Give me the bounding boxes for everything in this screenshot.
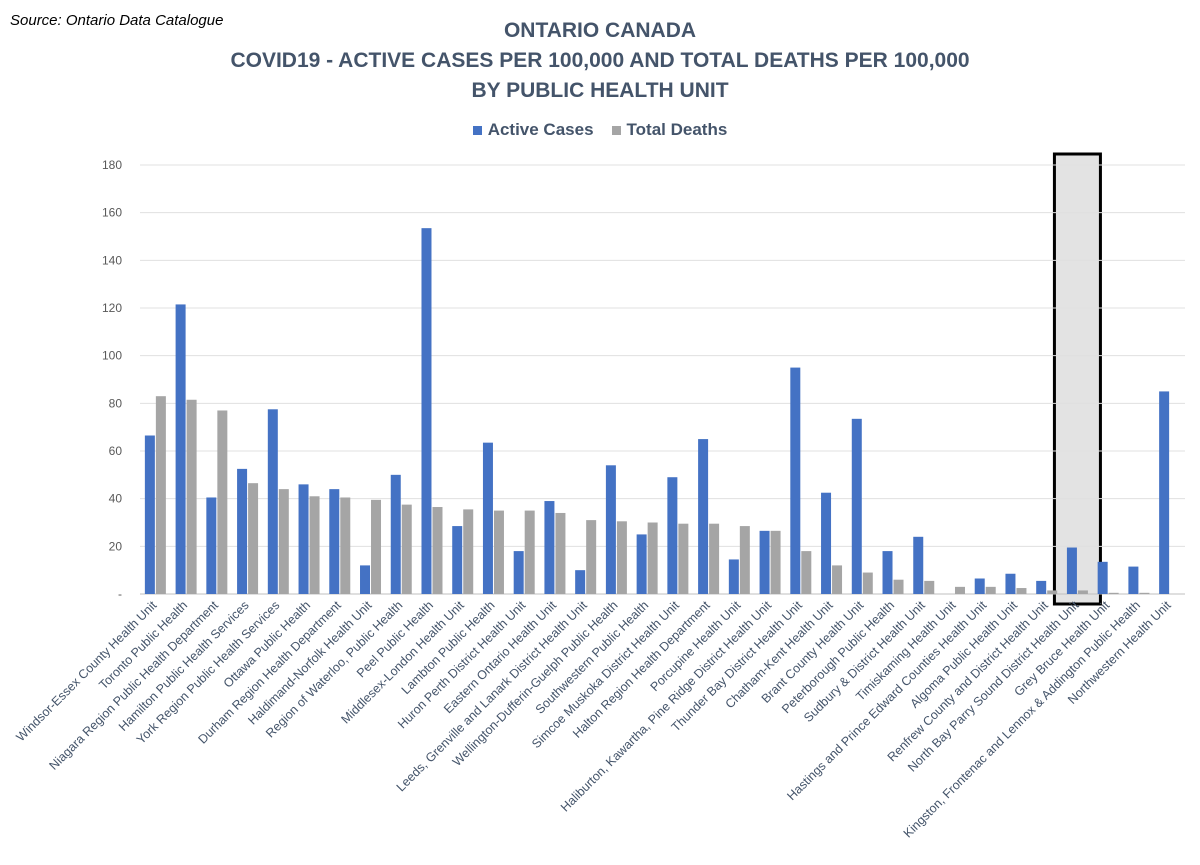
bar-active-cases [421, 228, 432, 595]
legend: Active Cases Total Deaths [0, 120, 1200, 140]
bar-total-deaths [432, 507, 443, 594]
bar-active-cases [237, 468, 248, 594]
bar-total-deaths [155, 396, 166, 594]
y-tick-label: 180 [102, 158, 122, 172]
bar-total-deaths [1047, 590, 1058, 594]
gridlines [140, 164, 1185, 595]
bar-total-deaths [340, 497, 351, 594]
bar-active-cases [790, 367, 801, 594]
legend-label-active: Active Cases [487, 120, 594, 139]
bar-active-cases [1097, 561, 1108, 594]
bar-active-cases [728, 559, 739, 594]
y-tick-label: 100 [102, 349, 122, 363]
bar-active-cases [175, 304, 186, 594]
bar-total-deaths [555, 512, 566, 594]
bar-active-cases [1159, 391, 1170, 594]
bar-total-deaths [217, 410, 228, 594]
legend-swatch-active [472, 125, 482, 135]
bar-total-deaths [248, 483, 259, 594]
bar-total-deaths [954, 586, 965, 594]
x-axis: Windsor-Essex County Health UnitToronto … [14, 598, 1175, 841]
bar-active-cases [1128, 566, 1139, 594]
bar-active-cases [329, 489, 340, 594]
bar-active-cases [482, 442, 493, 594]
bar-active-cases [882, 551, 893, 594]
bar-active-cases [1036, 580, 1047, 594]
bar-active-cases [206, 497, 217, 594]
legend-label-deaths: Total Deaths [626, 120, 728, 139]
y-tick-label: 140 [102, 253, 122, 267]
bar-total-deaths [924, 580, 935, 594]
bar-active-cases [544, 501, 555, 594]
bar-total-deaths [770, 530, 781, 594]
y-tick-label: 160 [102, 206, 122, 220]
bar-total-deaths [309, 496, 320, 594]
bar-total-deaths [1077, 590, 1088, 594]
bar-active-cases [636, 534, 647, 594]
bar-total-deaths [801, 551, 812, 594]
bar-total-deaths [616, 521, 627, 594]
highlight-box [1052, 152, 1102, 606]
bar-active-cases [360, 565, 371, 594]
bar-total-deaths [1139, 592, 1150, 594]
bar-active-cases [298, 484, 309, 594]
bar-active-cases [974, 578, 985, 594]
bar-total-deaths [401, 504, 412, 594]
y-axis: - 20 40 60 80 100 120 140 160 180 [102, 158, 122, 601]
legend-swatch-deaths [611, 125, 621, 135]
bar-total-deaths [709, 523, 720, 594]
legend-item-active: Active Cases [472, 120, 594, 140]
bar-total-deaths [463, 509, 474, 594]
bar-total-deaths [1108, 592, 1119, 594]
y-tick-label: 20 [109, 539, 123, 553]
bar-total-deaths [278, 489, 289, 594]
bar-active-cases [821, 492, 832, 594]
chart-title-line-3: BY PUBLIC HEALTH UNIT [471, 79, 729, 102]
bar-total-deaths [862, 572, 873, 594]
bar-active-cases [267, 409, 278, 594]
bar-active-cases [698, 439, 709, 594]
bar-active-cases [667, 477, 678, 594]
bar-total-deaths [893, 579, 904, 594]
chart-title-line-1: ONTARIO CANADA [503, 19, 697, 42]
y-tick-label: 60 [109, 444, 123, 458]
bar-total-deaths [493, 510, 504, 594]
bar-active-cases [452, 526, 463, 594]
bar-total-deaths [186, 399, 197, 594]
bar-total-deaths [524, 510, 535, 594]
chart-title-line-2: COVID19 - ACTIVE CASES PER 100,000 AND T… [230, 49, 970, 72]
y-tick-label: - [118, 587, 122, 601]
source-note: Source: Ontario Data Catalogue [10, 12, 224, 29]
bars [144, 228, 1170, 595]
bar-active-cases [513, 551, 524, 594]
bar-total-deaths [371, 499, 382, 594]
y-tick-label: 80 [109, 396, 123, 410]
bar-active-cases [605, 465, 616, 594]
bar-active-cases [759, 530, 770, 594]
bar-active-cases [1005, 573, 1016, 594]
bar-active-cases [1066, 547, 1077, 594]
bar-active-cases [390, 474, 401, 594]
y-tick-label: 40 [109, 492, 123, 506]
bar-total-deaths [647, 522, 658, 594]
y-tick-label: 120 [102, 301, 122, 315]
bar-total-deaths [678, 523, 689, 594]
bar-total-deaths [832, 565, 843, 594]
bar-total-deaths [739, 526, 750, 594]
bar-active-cases [851, 418, 862, 594]
bar-total-deaths [1016, 588, 1027, 594]
bar-active-cases [575, 570, 586, 594]
bar-active-cases [144, 435, 155, 594]
bar-active-cases [913, 536, 924, 594]
bar-total-deaths [985, 586, 996, 594]
bar-total-deaths [586, 520, 597, 594]
legend-item-deaths: Total Deaths [611, 120, 728, 140]
